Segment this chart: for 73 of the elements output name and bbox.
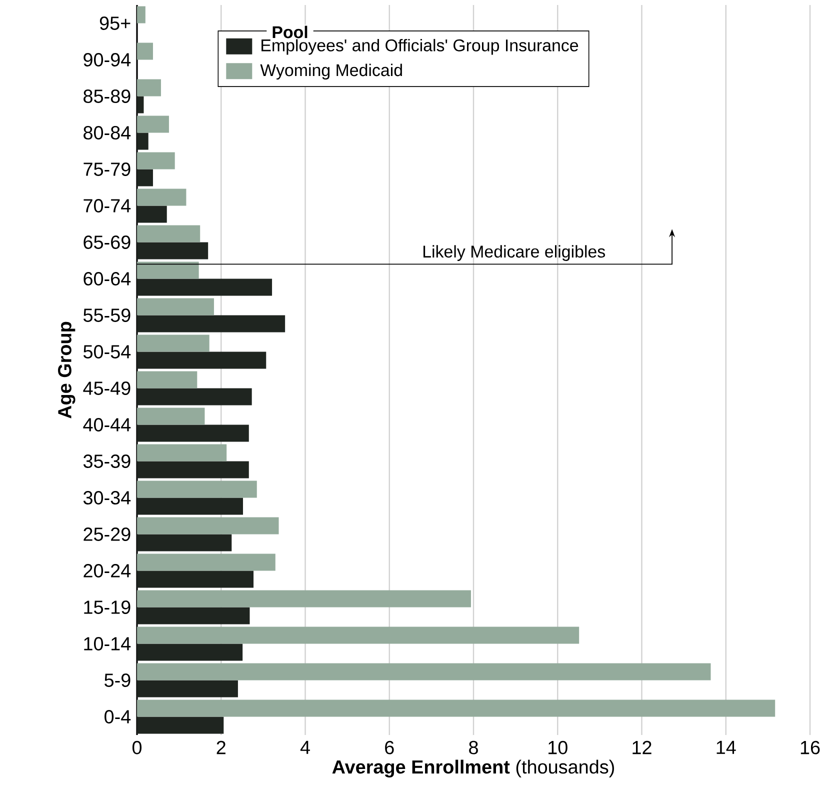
x-tick-label: 14 (716, 740, 736, 754)
y-tick-label: 45-49 (83, 382, 130, 395)
y-tick-label: 80-84 (84, 126, 131, 140)
bar (137, 188, 186, 206)
x-tick-label: 12 (632, 740, 652, 754)
y-tick-label: 60-64 (84, 272, 131, 286)
bar (137, 334, 210, 352)
bar (137, 225, 200, 242)
annotation: Likely Medicare eligibles (423, 245, 605, 261)
y-tick-label: 0-4 (104, 710, 131, 724)
bar (137, 700, 776, 717)
y-tick-label: 70-74 (84, 199, 131, 212)
bar (137, 298, 214, 316)
bar (137, 534, 232, 552)
y-tick-label: 40-44 (83, 418, 131, 432)
y-tick-label: 15-19 (84, 600, 130, 614)
legend-title: Pool (272, 26, 308, 38)
bar (137, 152, 175, 170)
y-tick-label: 35-39 (83, 454, 130, 468)
legend-label: Employees' and Officials' Group Insurance (262, 38, 578, 55)
y-tick-label: 90-94 (84, 53, 131, 66)
x-tick-label: 10 (548, 740, 568, 754)
y-tick-label: 55-59 (83, 308, 130, 322)
y-tick-label: 5-9 (104, 674, 130, 687)
y-tick-label: 20-24 (84, 564, 131, 578)
y-tick-label: 10-14 (84, 637, 131, 650)
bar (137, 424, 249, 442)
y-axis-title: Age Group (58, 322, 76, 418)
y-tick-label: 30-34 (83, 491, 131, 504)
bar (137, 315, 286, 332)
bar (137, 626, 580, 644)
bar (137, 444, 227, 462)
bar (137, 461, 249, 478)
bar (137, 42, 153, 60)
bar (137, 570, 254, 588)
bar (137, 554, 276, 571)
x-tick-label: 6 (385, 740, 394, 754)
legend-label: Wyoming Medicaid (260, 64, 402, 80)
y-tick-label: 95+ (100, 16, 130, 30)
y-tick-label: 65-69 (84, 236, 130, 249)
bar (137, 116, 169, 133)
bar (137, 262, 199, 279)
bar (137, 663, 711, 680)
bar (137, 517, 279, 534)
bar (137, 716, 224, 734)
bar (137, 371, 198, 388)
bar (137, 79, 161, 96)
bar (137, 590, 471, 608)
bar (137, 480, 257, 498)
bar (137, 242, 208, 260)
bar (137, 607, 250, 624)
bar (137, 352, 266, 369)
bar (137, 680, 238, 698)
bar (137, 644, 243, 661)
bar (137, 388, 252, 406)
y-tick-label: 75-79 (84, 162, 130, 176)
bar (137, 278, 272, 296)
bar (137, 6, 146, 24)
bar (137, 96, 144, 114)
y-tick-label: 50-54 (83, 345, 131, 358)
bar (137, 498, 243, 515)
x-tick-label: 0 (132, 740, 142, 754)
y-tick-label: 85-89 (84, 90, 130, 103)
bar (137, 169, 153, 186)
bar (137, 206, 167, 223)
bar (137, 408, 205, 425)
x-tick-label: 8 (469, 740, 478, 754)
x-tick-label: 2 (216, 740, 226, 754)
bar (137, 132, 148, 150)
x-tick-label: 16 (800, 740, 820, 754)
x-tick-label: 4 (300, 740, 310, 754)
y-tick-label: 25-29 (84, 528, 130, 541)
x-axis-title: Average Enrollment (thousands) (332, 760, 614, 778)
